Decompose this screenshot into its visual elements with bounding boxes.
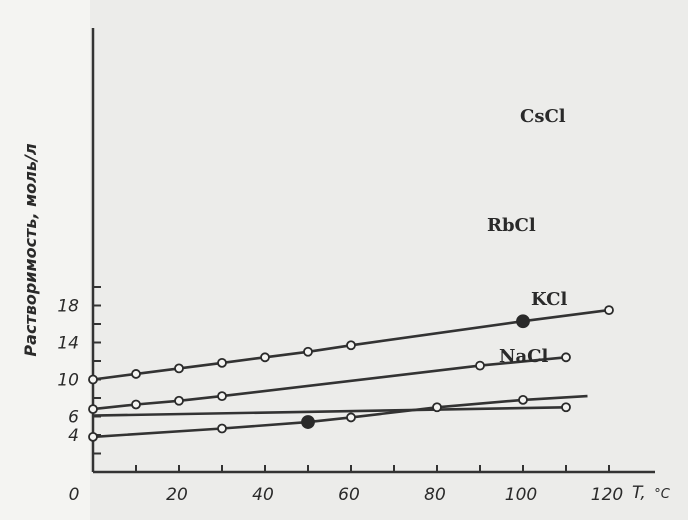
data-point-rbcl bbox=[174, 395, 184, 406]
data-point-nacl bbox=[561, 402, 571, 413]
x-ticks: 0 20 40 60 80 100 120 bbox=[69, 465, 623, 505]
data-point-kcl bbox=[432, 402, 442, 413]
data-point-rbcl bbox=[475, 360, 485, 371]
series-label-kcl: KCl bbox=[531, 289, 567, 310]
series-labels: CsCl RbCl KCl NaCl bbox=[487, 106, 567, 367]
x-tick-label: 40 bbox=[252, 485, 274, 505]
data-point-cscl bbox=[516, 314, 530, 329]
data-point-rbcl bbox=[131, 399, 141, 410]
data-point-cscl bbox=[303, 346, 313, 357]
y-tick-label: 10 bbox=[57, 371, 79, 391]
series-line-nacl bbox=[92, 406, 567, 417]
data-point-cscl bbox=[217, 357, 227, 368]
data-point-kcl bbox=[88, 431, 98, 442]
data-point-kcl bbox=[301, 415, 315, 429]
x-tick-label: 20 bbox=[166, 485, 188, 505]
data-point-kcl bbox=[518, 394, 528, 405]
data-point-cscl bbox=[260, 352, 270, 363]
data-point-rbcl bbox=[217, 391, 227, 402]
x-axis-title: T, °C bbox=[632, 483, 671, 503]
y-axis-title: Растворимость, моль/л bbox=[21, 143, 40, 356]
x-tick-label: 0 bbox=[69, 485, 80, 505]
data-point-cscl bbox=[604, 305, 614, 316]
series-points bbox=[88, 305, 614, 442]
y-tick-label: 14 bbox=[57, 334, 79, 354]
x-tick-label: 80 bbox=[424, 485, 446, 505]
y-tick-label: 4 bbox=[68, 426, 79, 446]
x-tick-label: 100 bbox=[505, 485, 537, 505]
data-point-kcl bbox=[346, 412, 356, 423]
series-label-cscl: CsCl bbox=[520, 106, 566, 127]
data-point-cscl bbox=[346, 340, 356, 351]
data-point-kcl bbox=[217, 423, 227, 434]
data-point-cscl bbox=[88, 374, 98, 385]
x-axis-unit: °C bbox=[654, 487, 671, 502]
data-point-cscl bbox=[174, 363, 184, 374]
data-point-cscl bbox=[131, 369, 141, 379]
x-axis-symbol: T, bbox=[632, 483, 646, 503]
y-tick-label: 6 bbox=[68, 408, 79, 428]
x-tick-label: 120 bbox=[591, 485, 623, 505]
y-ticks: 46 10 14 18 bbox=[57, 286, 101, 455]
data-point-rbcl bbox=[88, 404, 98, 415]
data-point-rbcl bbox=[561, 352, 571, 363]
series-line-rbcl bbox=[92, 356, 567, 411]
series-label-nacl: NaCl bbox=[499, 346, 548, 367]
y-tick-label: 18 bbox=[57, 297, 79, 317]
series-label-rbcl: RbCl bbox=[487, 215, 536, 236]
x-tick-label: 60 bbox=[338, 485, 360, 505]
left-margin-shade bbox=[0, 0, 90, 520]
